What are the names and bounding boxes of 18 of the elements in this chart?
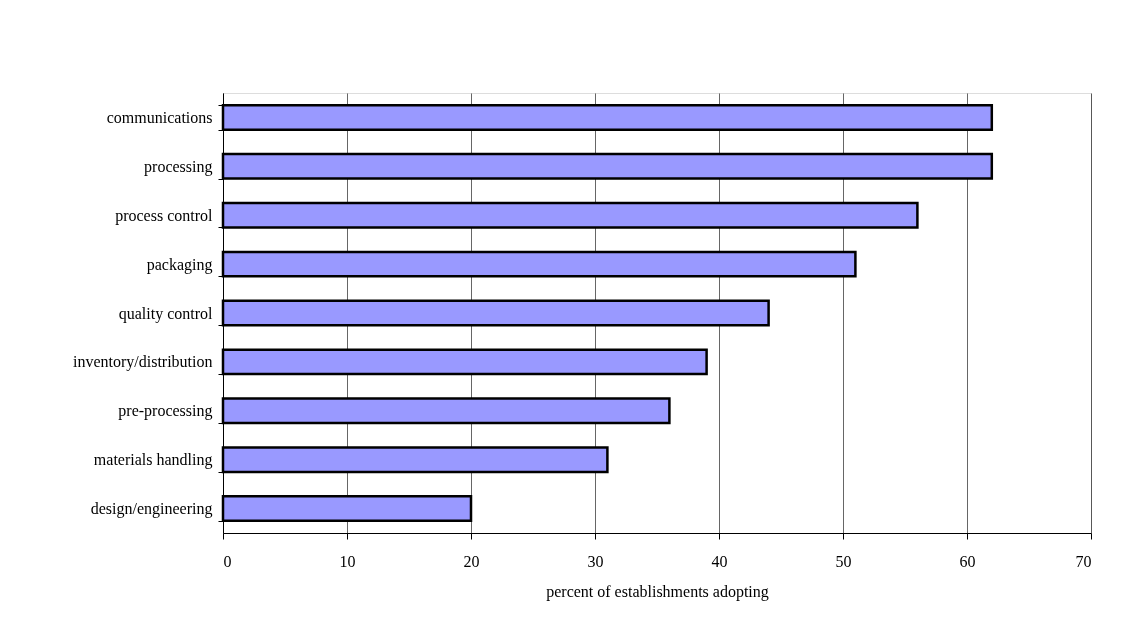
y-tick-label: materials handling: [93, 451, 213, 470]
x-tick-label: 10: [339, 552, 356, 570]
y-tick-label: quality control: [118, 304, 214, 323]
x-tick-label: 70: [1075, 552, 1092, 570]
x-axis-title: percent of establishments adopting: [546, 582, 769, 601]
y-tick-label: inventory/distribution: [72, 353, 213, 372]
x-tick-label: 60: [959, 552, 976, 570]
y-tick-label: packaging: [146, 255, 213, 274]
y-tick-label: design/engineering: [90, 500, 213, 519]
x-tick-label: 20: [463, 552, 480, 570]
x-tick-label: 30: [587, 552, 604, 570]
y-tick-label: processing: [144, 157, 213, 176]
x-tick-label: 50: [835, 552, 852, 570]
y-tick-label: pre-processing: [118, 402, 213, 421]
x-tick-label: 40: [711, 552, 728, 570]
y-tick-label: communications: [106, 108, 213, 126]
x-tick-label: 0: [223, 552, 232, 570]
y-tick-label: process control: [115, 206, 214, 225]
